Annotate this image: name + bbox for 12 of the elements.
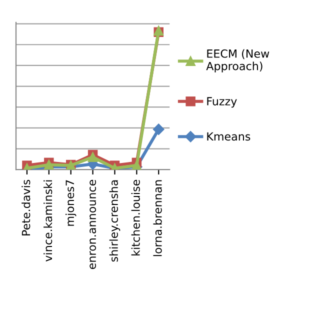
point: [153, 124, 164, 135]
legend-label: Kmeans: [207, 132, 250, 141]
x-tick-label: mjones7: [65, 180, 76, 226]
x-tick-label: shirley.crensha: [109, 180, 120, 262]
x-tick-label: Pete.davis: [22, 180, 30, 236]
x-tick-label: vince.kaminski: [44, 180, 52, 262]
x-tick-label: enron.announce: [90, 180, 96, 269]
legend-label: Fuzzy: [207, 97, 237, 108]
x-tick-label: lorna.brennan: [153, 180, 162, 256]
x-tick-label: kitchen.louise: [131, 180, 140, 256]
legend-label: EECM (New Approach): [206, 49, 270, 72]
point: [88, 152, 98, 162]
